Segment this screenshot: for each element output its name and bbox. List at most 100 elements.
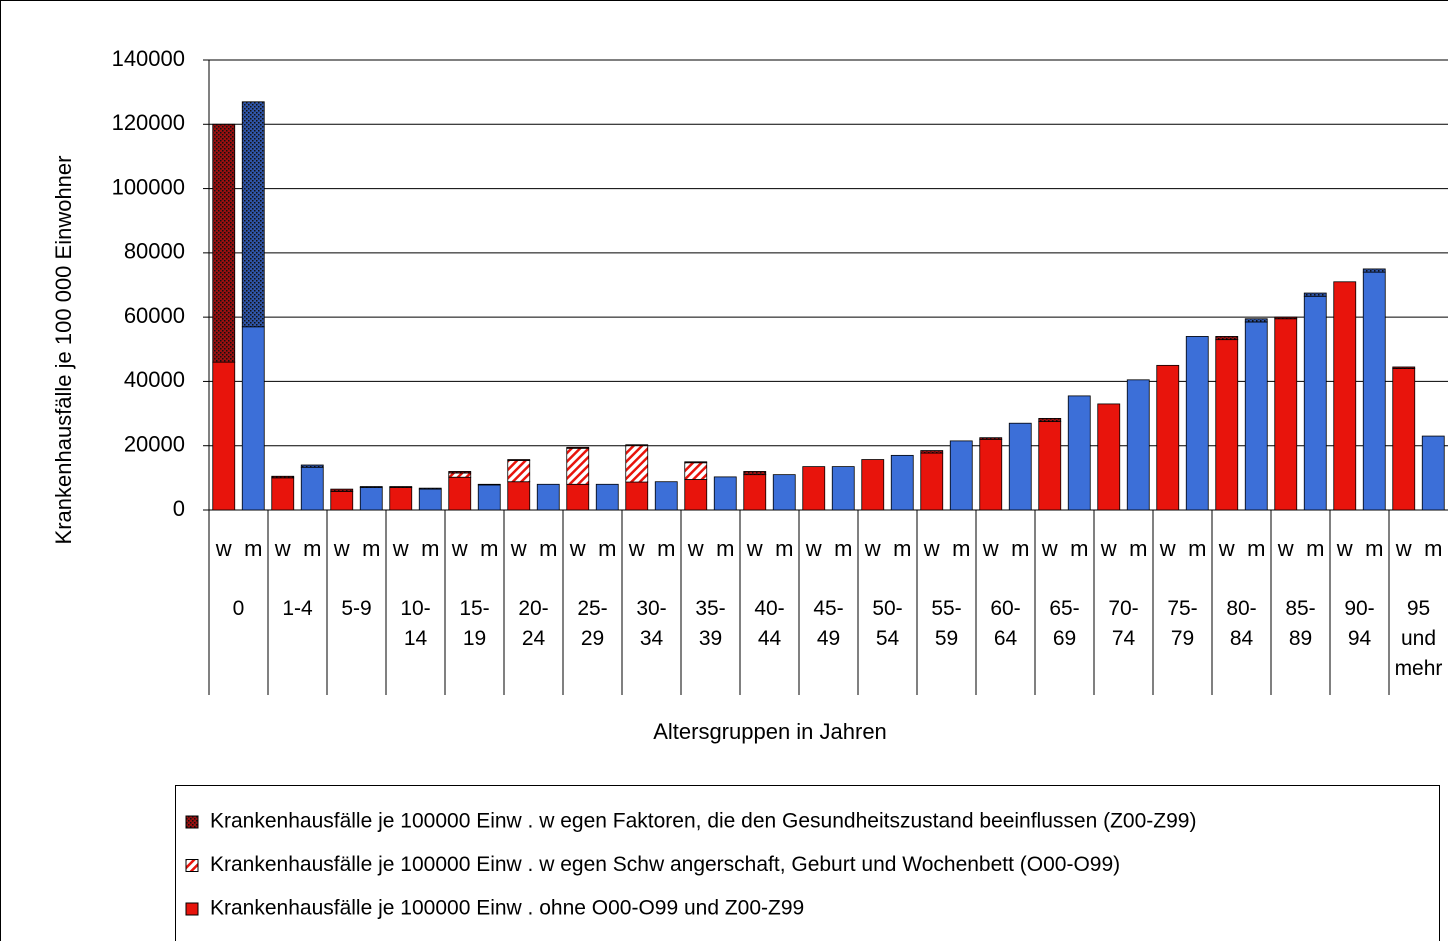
x-tick-label: m bbox=[1365, 536, 1383, 561]
bar-segment bbox=[625, 444, 649, 447]
x-tick-label: m bbox=[421, 536, 439, 561]
bar-segment bbox=[271, 477, 295, 511]
y-tick-label: 100000 bbox=[112, 174, 185, 199]
group-label: 60- 64 bbox=[990, 597, 1021, 650]
bar-segment bbox=[1392, 366, 1416, 369]
group-label: 35- 39 bbox=[695, 597, 726, 650]
bar-segment bbox=[890, 454, 914, 511]
y-tick-label: 140000 bbox=[112, 46, 185, 71]
x-tick-label: m bbox=[834, 536, 852, 561]
bar-segment bbox=[1156, 364, 1180, 511]
y-axis-label: Krankenhausfälle je 100 000 Einwohner bbox=[51, 156, 76, 545]
bar-segment bbox=[625, 481, 649, 511]
bar-segment bbox=[389, 486, 413, 488]
bar-segment bbox=[448, 476, 472, 511]
bar-segment bbox=[212, 123, 236, 363]
bar-segment bbox=[1126, 379, 1150, 511]
bar-segment bbox=[330, 488, 354, 492]
y-tick-label: 60000 bbox=[124, 303, 185, 328]
legend-label: Krankenhausfälle je 100000 Einw . w egen… bbox=[210, 810, 1196, 833]
bar-segment bbox=[507, 481, 531, 511]
group-label: 10- 14 bbox=[400, 597, 431, 650]
x-tick-label: m bbox=[244, 536, 262, 561]
x-tick-label: w bbox=[1395, 536, 1412, 561]
x-tick-label: w bbox=[1336, 536, 1353, 561]
bar-segment bbox=[1274, 316, 1298, 320]
x-tick-label: m bbox=[303, 536, 321, 561]
bar-segment bbox=[625, 445, 649, 483]
group-label: 90- 94 bbox=[1344, 597, 1375, 650]
group-label: 85- 89 bbox=[1285, 597, 1316, 650]
x-tick-label: w bbox=[392, 536, 409, 561]
legend-swatch bbox=[185, 902, 199, 916]
bar-segment bbox=[1097, 403, 1121, 511]
bar-segment bbox=[684, 462, 708, 480]
bar-segment bbox=[920, 450, 944, 454]
bar-segment bbox=[1244, 318, 1268, 323]
bar-segment bbox=[477, 484, 501, 511]
bar-segment bbox=[1362, 268, 1386, 273]
group-label: 70- 74 bbox=[1108, 597, 1139, 650]
bar-segment bbox=[1362, 271, 1386, 511]
bar-segment bbox=[743, 474, 767, 511]
bar-segment bbox=[241, 326, 265, 511]
bar-segment bbox=[566, 483, 590, 511]
x-tick-label: m bbox=[598, 536, 616, 561]
y-tick-label: 20000 bbox=[124, 432, 185, 457]
group-label: 15- 19 bbox=[459, 597, 490, 650]
bar-segment bbox=[507, 460, 531, 483]
bar-segment bbox=[1008, 422, 1032, 511]
group-label: 95 und mehr bbox=[1394, 597, 1443, 680]
x-tick-label: w bbox=[1100, 536, 1117, 561]
x-tick-label: m bbox=[362, 536, 380, 561]
bar-segment bbox=[949, 440, 973, 511]
bar-segment bbox=[300, 466, 324, 511]
x-tick-label: m bbox=[657, 536, 675, 561]
bar-segment bbox=[241, 101, 265, 328]
x-tick-label: m bbox=[1188, 536, 1206, 561]
x-tick-label: m bbox=[539, 536, 557, 561]
y-tick-label: 80000 bbox=[124, 239, 185, 264]
legend-box bbox=[175, 785, 1440, 941]
x-tick-label: m bbox=[1070, 536, 1088, 561]
bar-segment bbox=[684, 479, 708, 511]
bar-segment bbox=[1333, 281, 1357, 511]
bar-segment bbox=[684, 461, 708, 464]
x-tick-label: w bbox=[923, 536, 940, 561]
bar-segment bbox=[1421, 435, 1445, 511]
x-tick-label: w bbox=[628, 536, 645, 561]
bar-segment bbox=[979, 437, 1003, 440]
x-tick-label: m bbox=[1424, 536, 1442, 561]
x-tick-label: w bbox=[274, 536, 291, 561]
bar-segment bbox=[477, 483, 501, 486]
bar-segment bbox=[802, 466, 826, 511]
bar-segment bbox=[212, 361, 236, 511]
group-label: 65- 69 bbox=[1049, 597, 1080, 650]
bar-segment bbox=[418, 488, 442, 511]
bar-segment bbox=[595, 483, 619, 511]
group-label: 40- 44 bbox=[754, 597, 785, 650]
bar-segment bbox=[1038, 417, 1062, 423]
x-tick-label: m bbox=[1306, 536, 1324, 561]
bar-segment bbox=[536, 483, 560, 511]
x-tick-label: w bbox=[333, 536, 350, 561]
bar-segment bbox=[1303, 292, 1327, 297]
group-label: 55- 59 bbox=[931, 597, 962, 650]
x-tick-label: m bbox=[1129, 536, 1147, 561]
legend-label: Krankenhausfälle je 100000 Einw . w egen… bbox=[210, 853, 1120, 876]
x-tick-label: m bbox=[893, 536, 911, 561]
bar-segment bbox=[271, 475, 295, 479]
x-tick-label: w bbox=[451, 536, 468, 561]
group-label: 0 bbox=[232, 597, 245, 620]
bar-segment bbox=[920, 452, 944, 511]
bar-segment bbox=[713, 476, 737, 511]
group-label: 5-9 bbox=[341, 597, 372, 620]
legend-swatch bbox=[185, 859, 199, 872]
x-tick-label: m bbox=[1247, 536, 1265, 561]
bar-segment bbox=[1274, 318, 1298, 511]
x-tick-label: m bbox=[480, 536, 498, 561]
x-tick-label: m bbox=[775, 536, 793, 561]
x-tick-label: w bbox=[215, 536, 232, 561]
